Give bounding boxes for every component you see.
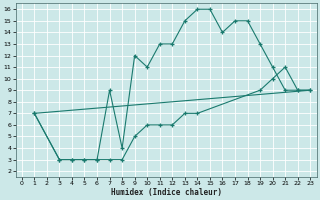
X-axis label: Humidex (Indice chaleur): Humidex (Indice chaleur) (110, 188, 221, 197)
